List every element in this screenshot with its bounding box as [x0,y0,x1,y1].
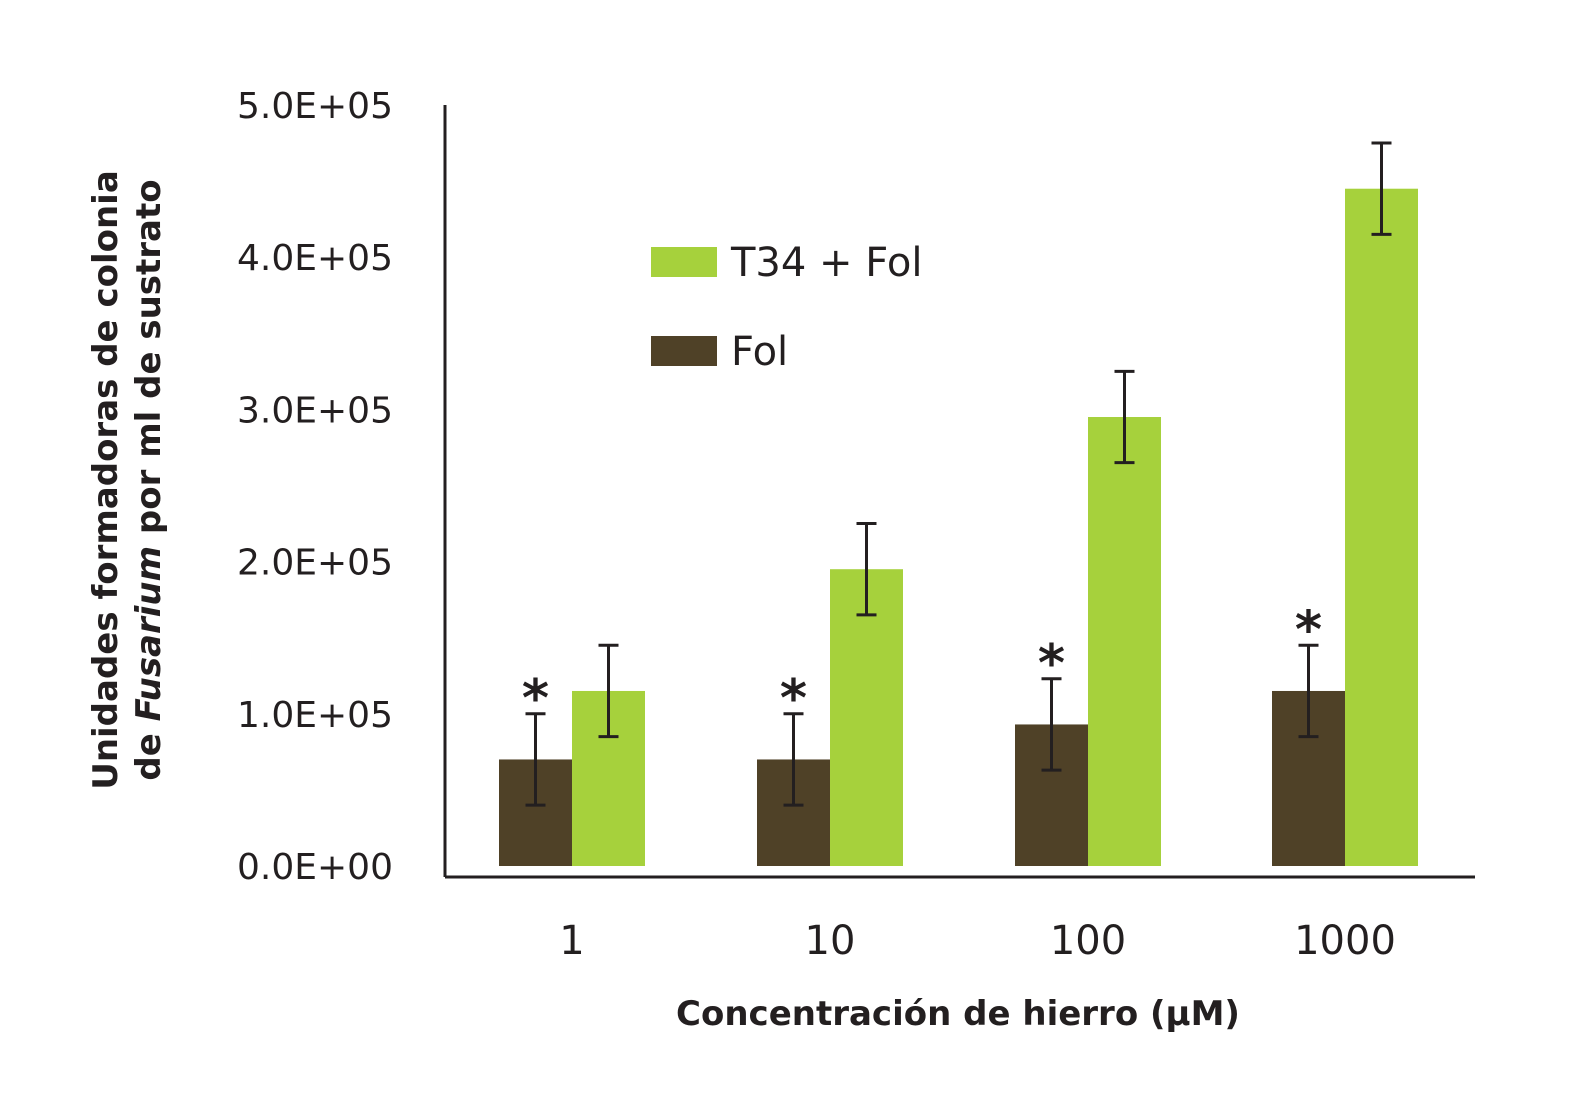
y-axis-ticks: 0.0E+00 1.0E+05 2.0E+05 3.0E+05 4.0E+05 5.0E+… [237,86,393,888]
error-bar [1298,643,1319,739]
y-axis-title-italic: Fusarium [129,546,169,721]
error-bars [525,141,1392,807]
y-axis-title-line2: de Fusarium por ml de sustrato [129,179,169,780]
y-tick-label: 4.0E+05 [237,238,393,279]
error-bar [598,643,619,739]
significance-star: * [1038,634,1065,694]
bar-t34-fol [830,569,903,866]
significance-star: * [522,669,549,729]
x-axis-title: Concentración de hierro (µM) [676,994,1240,1034]
error-bar [856,522,877,617]
error-bar [1114,369,1135,465]
legend-swatch [651,336,717,366]
x-tick-label: 1 [559,918,584,964]
legend-label: Fol [731,329,788,375]
significance-star: * [1295,600,1322,660]
legend: T34 + Fol Fol [651,240,922,375]
x-tick-label: 1000 [1294,918,1396,964]
x-tick-label: 10 [805,918,856,964]
y-tick-label: 2.0E+05 [237,543,393,584]
y-tick-label: 3.0E+05 [237,390,393,431]
y-tick-label: 0.0E+00 [237,847,393,888]
legend-label: T34 + Fol [730,240,922,286]
significance-star: * [780,669,807,729]
bar-t34-fol [1345,188,1418,866]
y-axis-title-line1: Unidades formadoras de colonia [86,170,126,790]
x-tick-label: 100 [1050,918,1126,964]
y-tick-label: 5.0E+05 [237,86,393,127]
error-bar [525,712,546,807]
error-bar [1371,141,1392,236]
y-tick-label: 1.0E+05 [237,695,393,736]
legend-swatch [651,247,717,277]
significance-markers: * * * * [522,600,1322,728]
x-axis-ticks: 1 10 100 1000 [559,918,1396,964]
y-axis-title-suffix: por ml de sustrato [129,179,169,546]
error-bar [1041,677,1062,772]
bar-t34-fol [1088,417,1161,866]
y-axis-title-prefix: de [129,721,169,780]
error-bar [783,712,804,807]
bars [499,188,1418,866]
